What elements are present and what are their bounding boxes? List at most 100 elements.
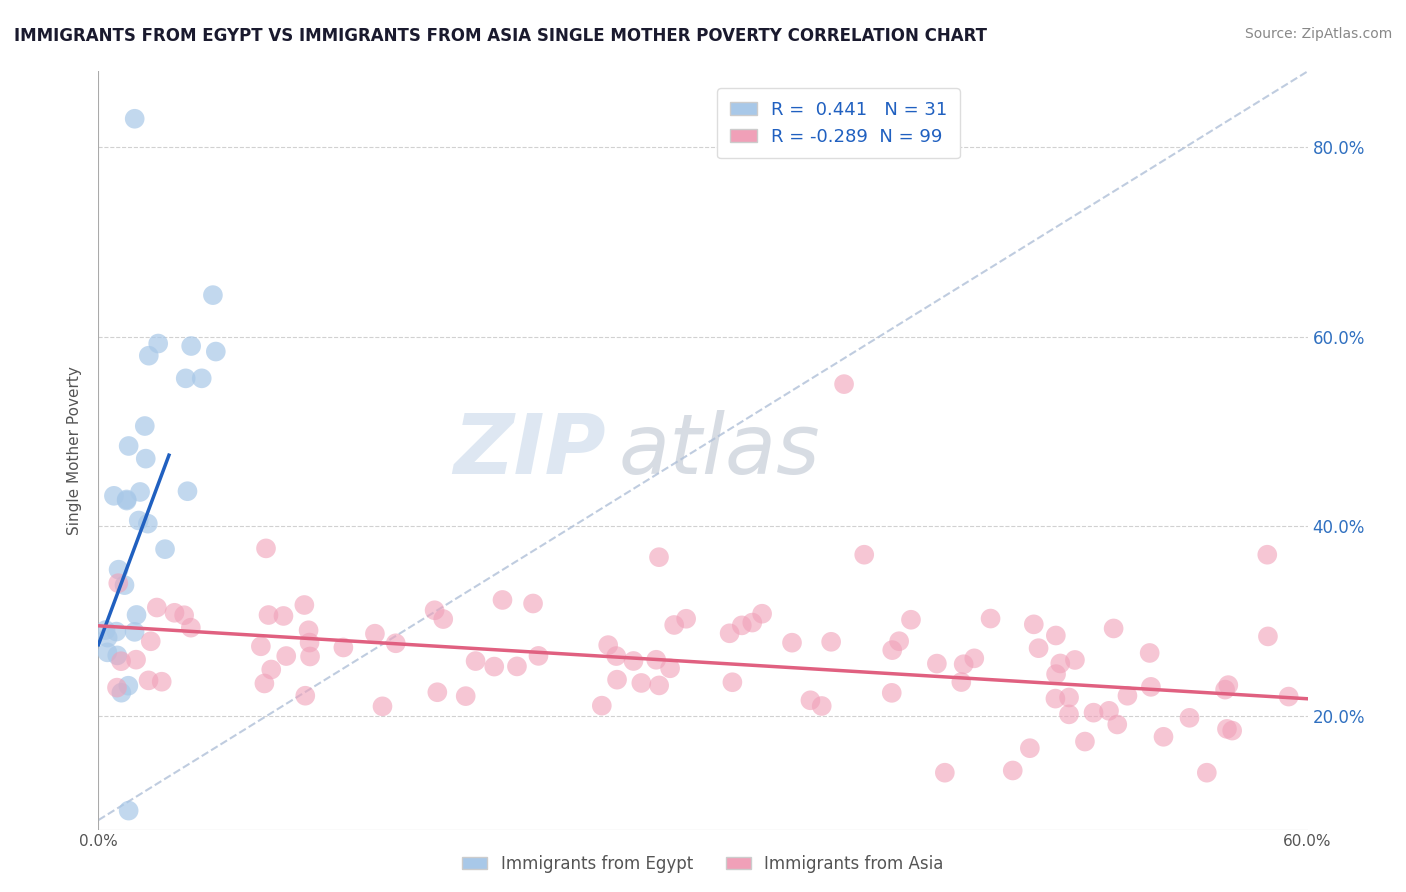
Point — [675, 612, 697, 626]
Point — [1083, 706, 1105, 720]
Point — [432, 612, 454, 626]
Point — [721, 675, 744, 690]
Point — [950, 675, 973, 690]
Text: atlas: atlas — [619, 410, 820, 491]
Point — [128, 514, 150, 528]
Point — [117, 679, 139, 693]
Point — [454, 689, 477, 703]
Point — [934, 765, 956, 780]
Point — [1116, 689, 1139, 703]
Point — [148, 336, 170, 351]
Point — [105, 624, 128, 639]
Point — [623, 654, 645, 668]
Point — [659, 661, 682, 675]
Point — [118, 804, 141, 818]
Point — [1256, 548, 1278, 562]
Point — [1028, 641, 1050, 656]
Point — [980, 611, 1002, 625]
Point — [260, 663, 283, 677]
Point — [1195, 765, 1218, 780]
Point — [332, 640, 354, 655]
Point — [292, 598, 315, 612]
Point — [882, 643, 904, 657]
Point — [129, 485, 152, 500]
Point — [110, 654, 132, 668]
Point — [426, 685, 449, 699]
Point — [253, 676, 276, 690]
Point — [598, 638, 620, 652]
Point — [364, 626, 387, 640]
Point — [741, 615, 763, 630]
Point — [94, 623, 117, 637]
Point — [298, 635, 321, 649]
Point — [110, 686, 132, 700]
Point — [1018, 741, 1040, 756]
Point — [1220, 723, 1243, 738]
Point — [718, 626, 741, 640]
Point — [299, 649, 322, 664]
Point — [832, 377, 855, 392]
Point — [591, 698, 613, 713]
Point — [124, 624, 146, 639]
Point — [254, 541, 277, 556]
Point — [105, 681, 128, 695]
Point — [900, 613, 922, 627]
Point — [201, 288, 224, 302]
Point — [1022, 617, 1045, 632]
Y-axis label: Single Mother Poverty: Single Mother Poverty — [67, 366, 83, 535]
Point — [645, 653, 668, 667]
Point — [952, 657, 974, 672]
Point — [134, 419, 156, 434]
Point — [889, 634, 911, 648]
Point — [384, 636, 406, 650]
Point — [1045, 691, 1067, 706]
Point — [1049, 657, 1071, 671]
Point — [250, 640, 273, 654]
Point — [146, 600, 169, 615]
Point — [925, 657, 948, 671]
Point — [163, 606, 186, 620]
Point — [107, 563, 129, 577]
Text: ZIP: ZIP — [454, 410, 606, 491]
Point — [150, 674, 173, 689]
Point — [1178, 711, 1201, 725]
Point — [138, 349, 160, 363]
Point — [664, 618, 686, 632]
Point — [180, 339, 202, 353]
Point — [294, 689, 316, 703]
Point — [464, 654, 486, 668]
Point — [506, 659, 529, 673]
Point — [1107, 717, 1129, 731]
Point — [153, 542, 176, 557]
Point — [522, 597, 544, 611]
Point — [125, 653, 148, 667]
Point — [527, 648, 550, 663]
Point — [180, 621, 202, 635]
Point — [605, 649, 627, 664]
Point — [1139, 646, 1161, 660]
Point — [204, 344, 226, 359]
Point — [648, 678, 671, 692]
Point — [273, 609, 295, 624]
Point — [1001, 764, 1024, 778]
Point — [1045, 667, 1067, 681]
Point — [1045, 628, 1067, 642]
Point — [1218, 678, 1240, 692]
Point — [606, 673, 628, 687]
Point — [799, 693, 821, 707]
Point — [963, 651, 986, 665]
Point — [103, 489, 125, 503]
Point — [630, 676, 652, 690]
Legend: R =  0.441   N = 31, R = -0.289  N = 99: R = 0.441 N = 31, R = -0.289 N = 99 — [717, 88, 960, 158]
Point — [124, 112, 146, 126]
Point — [820, 635, 842, 649]
Point — [1213, 682, 1236, 697]
Point — [780, 635, 803, 649]
Point — [751, 607, 773, 621]
Point — [96, 645, 118, 659]
Point — [190, 371, 212, 385]
Text: IMMIGRANTS FROM EGYPT VS IMMIGRANTS FROM ASIA SINGLE MOTHER POVERTY CORRELATION : IMMIGRANTS FROM EGYPT VS IMMIGRANTS FROM… — [14, 27, 987, 45]
Point — [1216, 722, 1239, 736]
Point — [371, 699, 394, 714]
Point — [138, 673, 160, 688]
